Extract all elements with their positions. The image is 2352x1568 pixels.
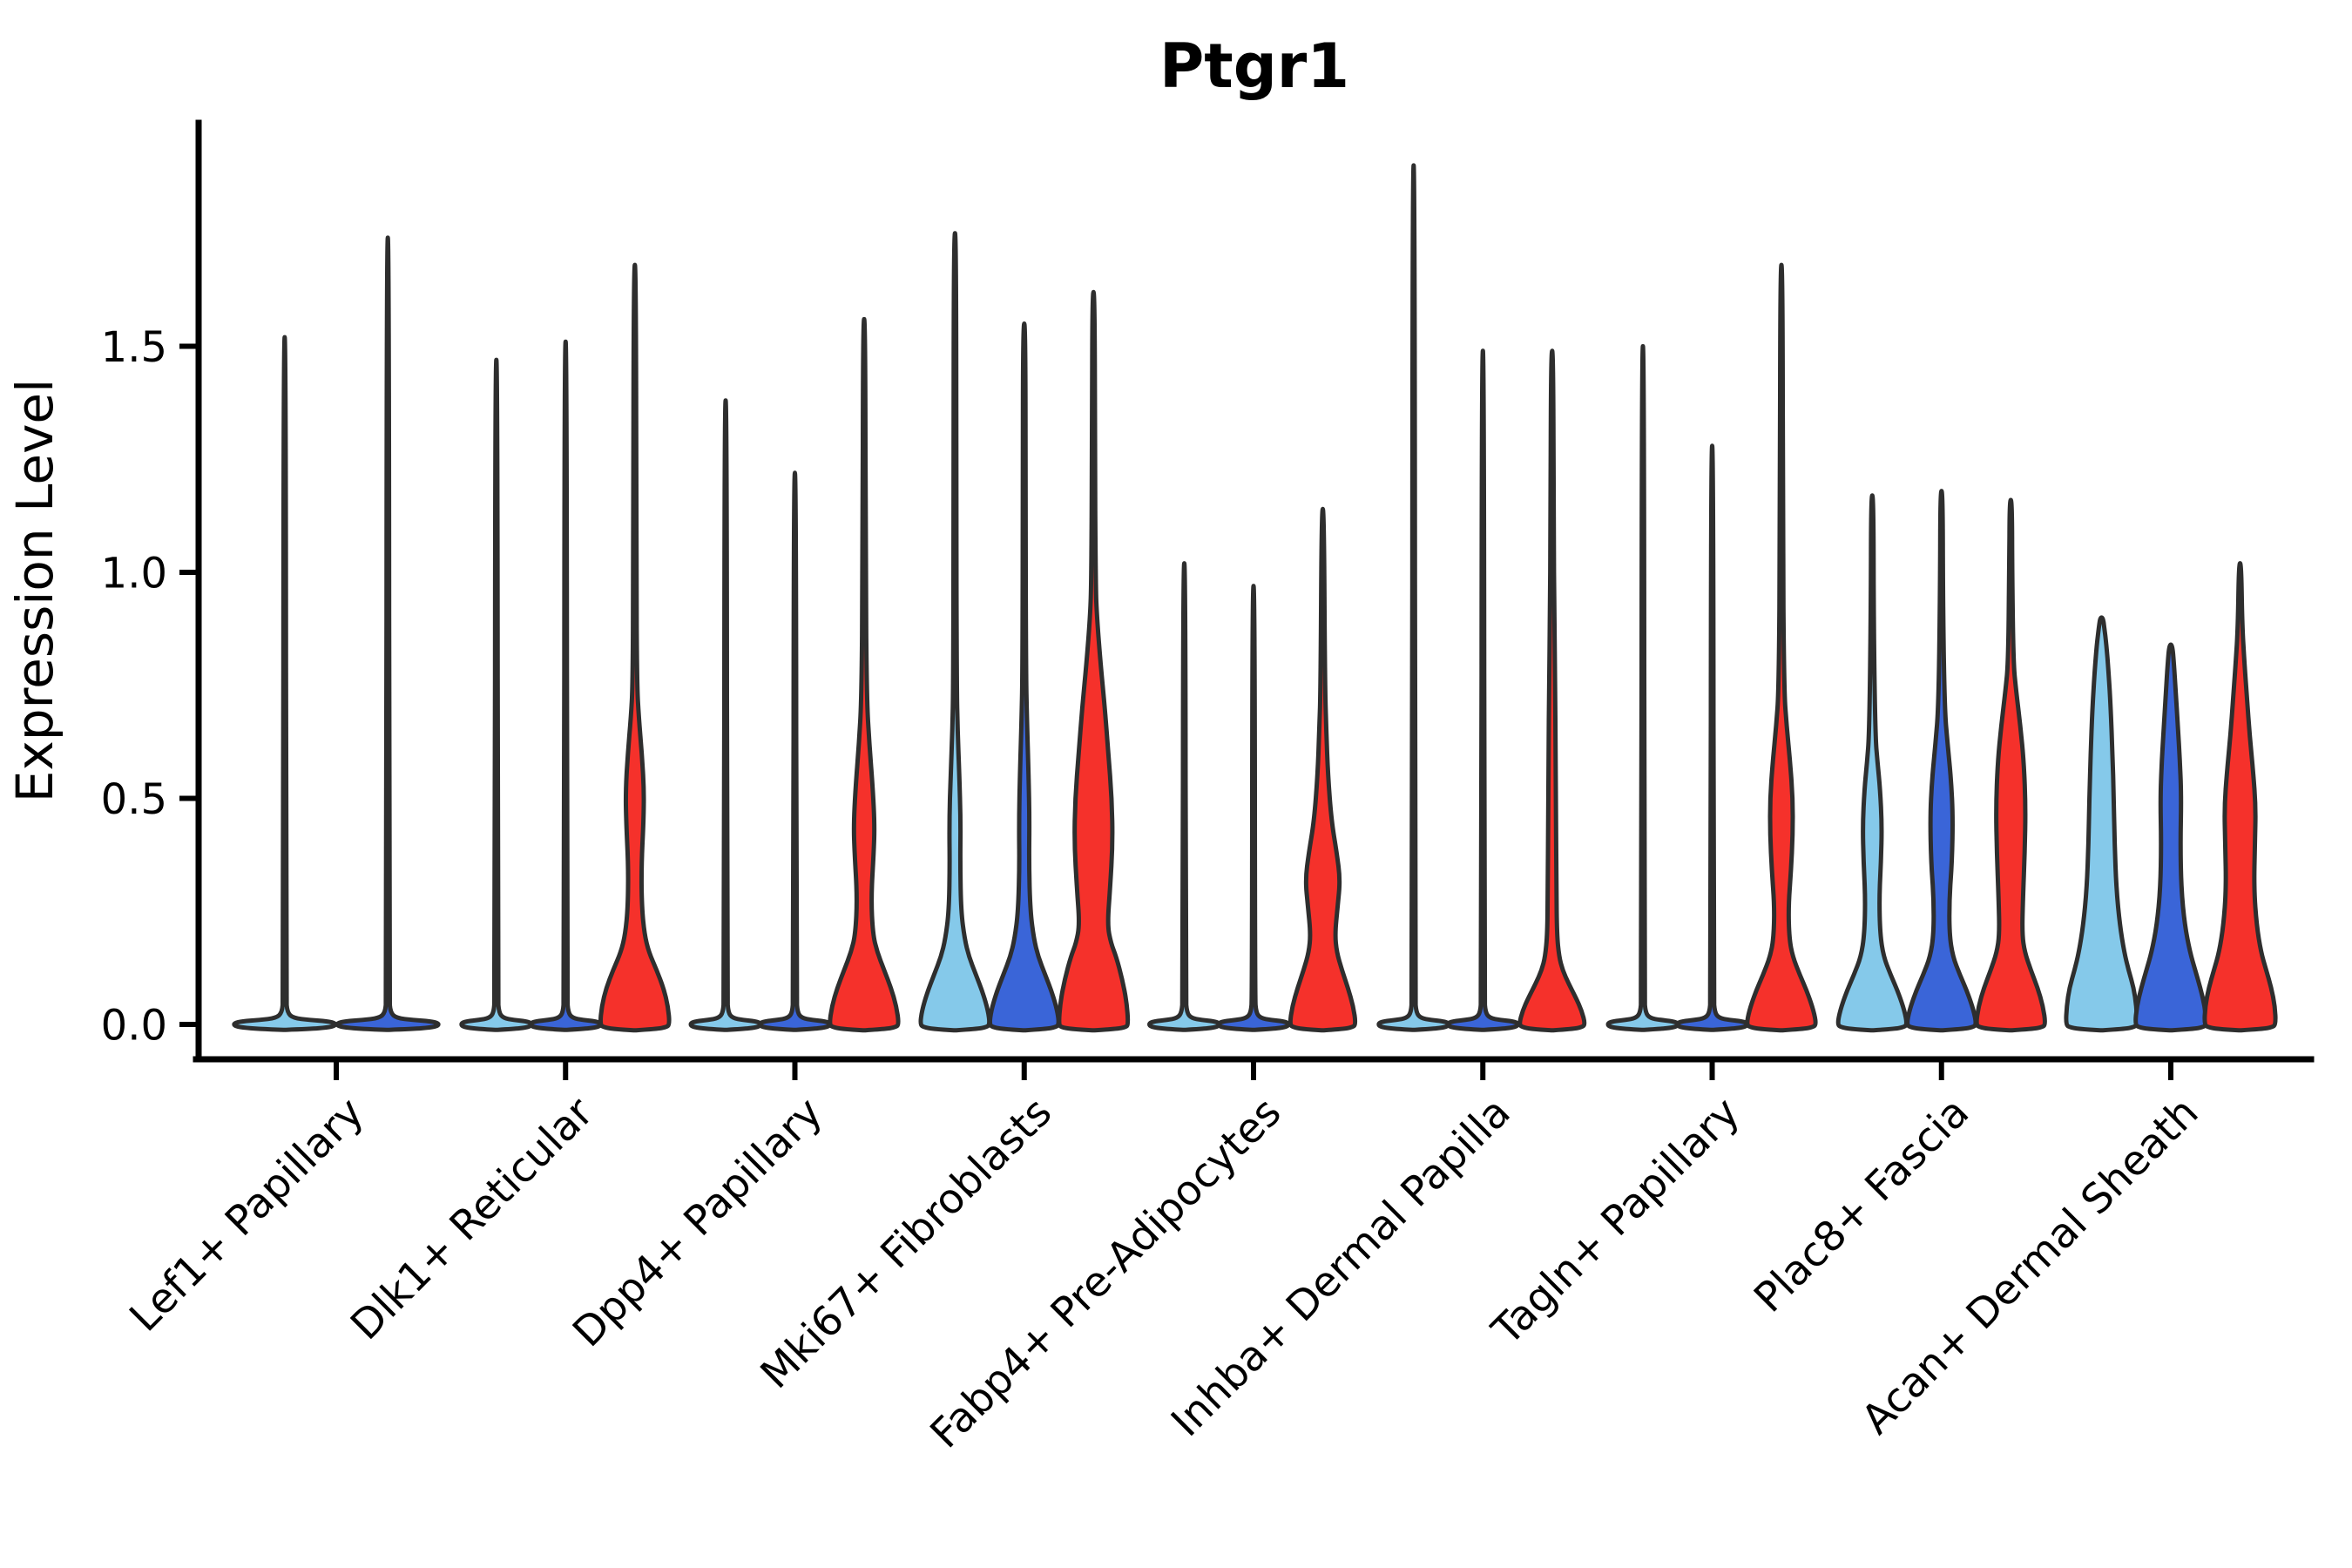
x-tick-label: Plac8+ Fascia <box>1745 1089 1978 1322</box>
y-tick-label: 1.5 <box>101 323 167 372</box>
y-tick-label: 1.0 <box>101 549 167 598</box>
y-tick-label: 0.0 <box>101 1001 167 1050</box>
violin-inhba-dermal-papilla-group-1 <box>1376 163 1451 1032</box>
violin-fabp4-pre-adipocytes-group-3 <box>1288 506 1358 1033</box>
violin-fabp4-pre-adipocytes-group-2 <box>1216 584 1291 1032</box>
violin-dpp4-papillary-group-1 <box>688 398 763 1032</box>
y-axis-label: Expression Level <box>5 379 64 802</box>
violin-lef1-papillary-group-1 <box>232 335 338 1032</box>
violin-acan-dermal-sheath-group-3 <box>2202 561 2278 1033</box>
violin-plac8-fascia-group-2 <box>1905 489 1978 1033</box>
violin-acan-dermal-sheath-group-2 <box>2133 642 2208 1033</box>
violin-inhba-dermal-papilla-group-2 <box>1445 348 1520 1032</box>
x-tick-label: Lef1+ Papillary <box>120 1089 373 1342</box>
violin-fabp4-pre-adipocytes-group-1 <box>1147 561 1221 1032</box>
x-tick-label: Tagln+ Papillary <box>1483 1089 1749 1355</box>
violin-dpp4-papillary-group-2 <box>758 470 832 1032</box>
violin-dpp4-papillary-group-3 <box>828 316 901 1033</box>
plot-title: Ptgr1 <box>1159 30 1349 102</box>
violin-dlk1-reticular-group-2 <box>528 339 603 1032</box>
violin-mki67-fibroblasts-group-1 <box>918 231 992 1033</box>
violin-tagln-papillary-group-1 <box>1605 344 1680 1032</box>
violin-inhba-dermal-papilla-group-3 <box>1517 348 1587 1033</box>
violin-acan-dermal-sheath-group-1 <box>2064 615 2139 1033</box>
violins <box>232 163 2278 1033</box>
violin-dlk1-reticular-group-3 <box>598 262 672 1033</box>
y-tick-label: 0.5 <box>101 775 167 824</box>
x-tick-label: Dlk1+ Reticular <box>341 1088 603 1349</box>
violin-plac8-fascia-group-3 <box>1974 497 2047 1033</box>
y-axis-ticks: 0.0 0.5 1.0 1.5 <box>101 323 199 1050</box>
violin-plac8-fascia-group-1 <box>1835 493 1909 1033</box>
violin-mki67-fibroblasts-group-3 <box>1057 289 1131 1033</box>
violin-mki67-fibroblasts-group-2 <box>987 321 1061 1033</box>
violin-lef1-papillary-group-2 <box>335 235 441 1032</box>
x-tick-label: Dpp4+ Papillary <box>564 1089 832 1357</box>
violin-tagln-papillary-group-2 <box>1675 443 1749 1032</box>
violin-dlk1-reticular-group-1 <box>459 357 534 1032</box>
violin-tagln-papillary-group-3 <box>1745 262 1818 1033</box>
